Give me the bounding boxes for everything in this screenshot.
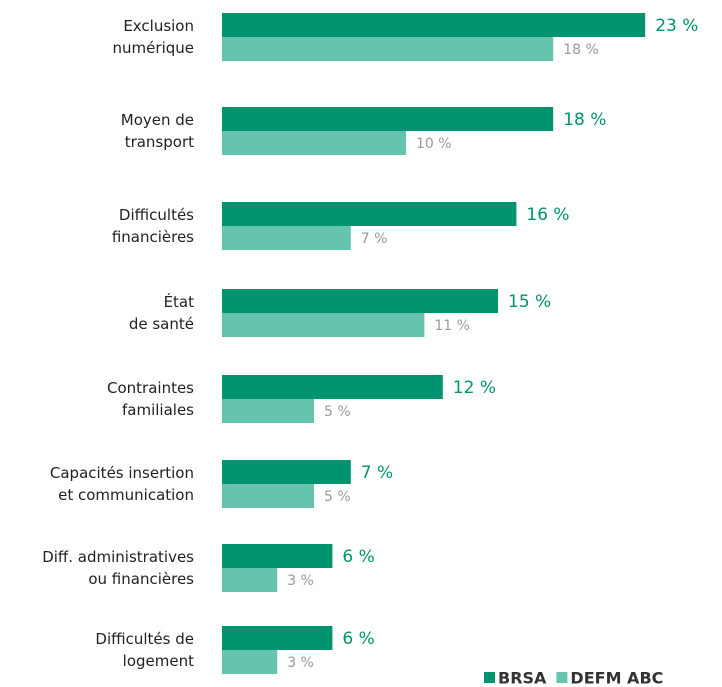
bar — [222, 568, 278, 592]
value-label: 5 % — [324, 404, 351, 420]
bar — [222, 650, 278, 674]
value-label: 18 % — [563, 42, 599, 58]
bar — [222, 484, 314, 508]
bar — [222, 626, 333, 650]
legend-label: BRSA — [498, 669, 547, 687]
value-label: 3 % — [287, 573, 314, 589]
bar — [222, 202, 517, 226]
bar — [222, 107, 554, 131]
bar — [222, 313, 425, 337]
category-label: Exclusion numérique — [112, 17, 194, 57]
legend-swatch — [556, 672, 568, 683]
bar — [222, 37, 554, 61]
category-label: Capacités insertion et communication — [49, 464, 194, 504]
bar — [222, 289, 498, 313]
value-label: 7 % — [361, 231, 388, 247]
bar — [222, 460, 351, 484]
category-label: Moyen de transport — [120, 111, 194, 151]
value-label: 18 % — [563, 110, 606, 130]
bar — [222, 131, 406, 155]
value-label: 12 % — [453, 378, 496, 398]
value-label: 7 % — [361, 463, 393, 483]
value-label: 11 % — [434, 318, 470, 334]
value-label: 15 % — [508, 292, 551, 312]
legend-label: DEFM ABC — [570, 669, 663, 687]
category-label: Difficultés de logement — [95, 630, 194, 670]
bar — [222, 13, 646, 37]
category-label: Diff. administratives ou financières — [42, 548, 194, 588]
bar — [222, 544, 333, 568]
value-label: 6 % — [342, 547, 374, 567]
value-label: 10 % — [416, 136, 452, 152]
value-label: 6 % — [342, 629, 374, 649]
value-label: 3 % — [287, 655, 314, 671]
value-label: 23 % — [655, 16, 698, 36]
bar — [222, 399, 314, 423]
legend-swatch — [484, 672, 495, 683]
category-label: Contraintes familiales — [107, 379, 194, 419]
category-label: Difficultés financières — [111, 206, 194, 246]
value-label: 16 % — [526, 205, 569, 225]
bar — [222, 226, 351, 250]
category-label: État de santé — [128, 293, 194, 333]
value-label: 5 % — [324, 489, 351, 505]
bar — [222, 375, 443, 399]
